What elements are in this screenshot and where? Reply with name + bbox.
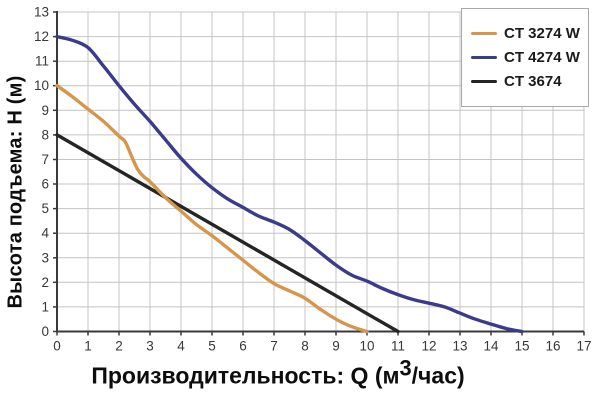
legend-label-ct-3674: CT 3674 — [504, 73, 562, 90]
legend-item-ct-3274-w: CT 3274 W — [471, 25, 588, 42]
x-tick-label: 6 — [239, 339, 247, 354]
x-tick-label: 15 — [514, 339, 529, 354]
y-tick-label: 10 — [34, 78, 49, 93]
legend-label-ct-4274-w: CT 4274 W — [504, 49, 580, 66]
x-tick-label: 8 — [301, 339, 309, 354]
x-tick-label: 14 — [483, 339, 499, 354]
x-tick-label: 7 — [270, 339, 278, 354]
series-line-ct-4274-w — [55, 34, 524, 334]
x-tick-label: 5 — [208, 339, 216, 354]
legend-item-ct-4274-w: CT 4274 W — [471, 49, 588, 66]
y-tick-label: 2 — [41, 275, 49, 290]
y-tick-label: 8 — [41, 127, 49, 142]
y-tick-label: 3 — [41, 250, 49, 265]
series-line-ct-3674 — [55, 133, 400, 334]
x-tick-label: 3 — [146, 339, 154, 354]
y-tick-label: 12 — [34, 29, 49, 44]
x-axis-title-prefix: Производительность: Q (м — [91, 362, 400, 389]
x-tick-label: 11 — [391, 339, 405, 354]
legend: CT 3274 W CT 4274 W CT 3674 — [461, 8, 589, 107]
x-tick-label: 10 — [359, 339, 374, 354]
x-tick-label: 12 — [421, 339, 436, 354]
x-tick-label: 16 — [545, 339, 560, 354]
x-tick-label: 1 — [84, 339, 92, 354]
x-tick-label: 2 — [115, 339, 123, 354]
y-tick-label: 0 — [41, 324, 49, 339]
y-axis-title-text: Высота подъема: H (м) — [4, 75, 27, 309]
y-tick-label: 1 — [41, 299, 49, 314]
legend-swatch-ct-3674 — [471, 79, 497, 84]
x-tick-label: 9 — [332, 339, 340, 354]
y-axis-title: Высота подъема: H (м) — [5, 76, 28, 309]
y-tick-label: 7 — [41, 152, 49, 167]
y-tick-label: 13 — [34, 5, 49, 20]
y-tick-label: 11 — [35, 54, 49, 69]
x-axis-title-suffix: /час) — [411, 362, 465, 389]
x-axis-title: Производительность: Q (м3/час) — [91, 355, 465, 390]
legend-swatch-ct-3274-w — [471, 31, 497, 36]
y-tick-label: 9 — [41, 103, 49, 118]
x-tick-label: 17 — [576, 339, 591, 354]
x-tick-label: 4 — [177, 339, 185, 354]
y-tick-label: 4 — [41, 226, 49, 241]
legend-swatch-ct-4274-w — [471, 55, 497, 60]
series-line-ct-3274-w — [55, 84, 369, 334]
x-tick-label: 0 — [53, 339, 61, 354]
x-axis-title-superscript: 3 — [399, 355, 412, 381]
legend-label-ct-3274-w: CT 3274 W — [504, 25, 580, 42]
x-tick-label: 13 — [452, 339, 467, 354]
legend-item-ct-3674: CT 3674 — [471, 73, 588, 90]
y-tick-label: 6 — [41, 177, 49, 192]
y-tick-label: 5 — [41, 201, 49, 216]
